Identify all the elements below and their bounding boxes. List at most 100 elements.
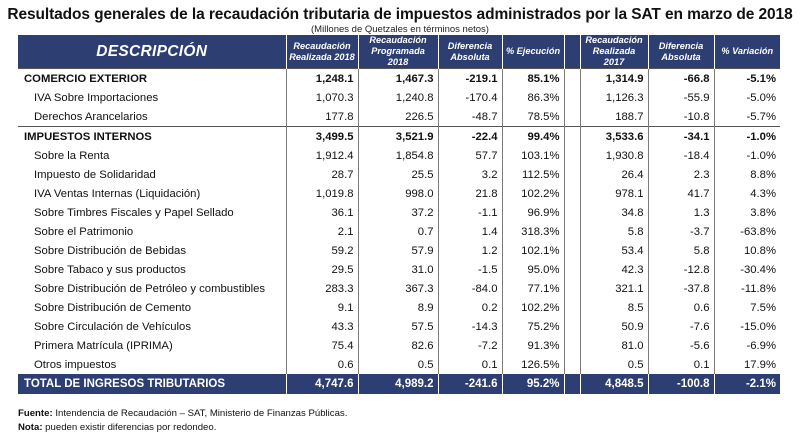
cell-dif2: -100.8	[647, 374, 714, 394]
cell-real2018: 29.5	[285, 260, 358, 279]
cell-real2017: 188.7	[579, 107, 648, 127]
header-programada-2018: Recaudación Programada 2018	[357, 35, 438, 69]
section-row: COMERCIO EXTERIOR 1,248.1 1,467.3 -219.1 85.…	[18, 68, 780, 88]
cell-ejec: 77.1%	[501, 279, 564, 298]
cell-real2018: 1,248.1	[285, 68, 358, 88]
cell-real2017: 8.5	[579, 298, 648, 317]
cell-dif2: -18.4	[647, 146, 714, 165]
header-diferencia-absoluta: Diferencia Absoluta	[437, 35, 502, 69]
table-row: Sobre el Patrimonio 2.1 0.7 1.4 318.3% 5.8 -3.…	[18, 222, 780, 241]
cell-desc: IMPUESTOS INTERNOS	[18, 126, 286, 146]
cell-real2018: 28.7	[285, 165, 358, 184]
spacer-cell	[563, 184, 580, 203]
header-ejecucion: % Ejecución	[501, 35, 564, 69]
cell-var: 8.8%	[713, 165, 780, 184]
cell-ejec: 102.1%	[501, 241, 564, 260]
spacer-cell	[563, 203, 580, 222]
cell-var: -5.1%	[713, 68, 780, 88]
note-label: Nota:	[18, 421, 43, 433]
cell-dif1: -241.6	[437, 374, 502, 394]
cell-prog2018: 8.9	[357, 298, 438, 317]
cell-dif1: -14.3	[437, 317, 502, 336]
cell-var: 7.5%	[713, 298, 780, 317]
cell-dif1: 57.7	[437, 146, 502, 165]
cell-desc: Sobre Distribución de Cemento	[34, 301, 191, 314]
cell-dif1: -170.4	[437, 88, 502, 107]
cell-var: -5.0%	[713, 88, 780, 107]
cell-real2017: 5.8	[579, 222, 648, 241]
cell-real2018: 1,912.4	[285, 146, 358, 165]
spacer-cell	[563, 68, 580, 88]
cell-dif1: -7.2	[437, 336, 502, 355]
cell-real2017: 34.8	[579, 203, 648, 222]
cell-desc: Primera Matrícula (IPRIMA)	[34, 339, 173, 352]
cell-dif2: -7.6	[647, 317, 714, 336]
cell-ejec: 91.3%	[501, 336, 564, 355]
cell-desc: IVA Sobre Importaciones	[34, 91, 159, 104]
cell-dif2: 2.3	[647, 165, 714, 184]
cell-ejec: 103.1%	[501, 146, 564, 165]
table-row: IVA Ventas Internas (Liquidación) 1,019.8…	[18, 184, 780, 203]
cell-prog2018: 3,521.9	[357, 126, 438, 146]
cell-dif2: -37.8	[647, 279, 714, 298]
cell-ejec: 86.3%	[501, 88, 564, 107]
cell-real2017: 50.9	[579, 317, 648, 336]
cell-dif1: 1.2	[437, 241, 502, 260]
cell-real2018: 1,070.3	[285, 88, 358, 107]
cell-real2018: 2.1	[285, 222, 358, 241]
cell-dif2: -12.8	[647, 260, 714, 279]
cell-real2017: 4,848.5	[579, 374, 648, 394]
table-row: Sobre Circulación de Vehículos 43.3 57.5 -1…	[18, 317, 780, 336]
cell-var: -5.7%	[713, 107, 780, 127]
table-row: Sobre Tabaco y sus productos 29.5 31.0 -1.5…	[18, 260, 780, 279]
table-row: Sobre Distribución de Bebidas 59.2 57.9 1.2…	[18, 241, 780, 260]
cell-prog2018: 1,854.8	[357, 146, 438, 165]
cell-real2017: 42.3	[579, 260, 648, 279]
table-row: Sobre Timbres Fiscales y Papel Sellado 36…	[18, 203, 780, 222]
total-row: TOTAL DE INGRESOS TRIBUTARIOS 4,747.6 4,98…	[18, 374, 780, 394]
spacer-cell	[563, 241, 580, 260]
section-row: IMPUESTOS INTERNOS 3,499.5 3,521.9 -22.4 99.…	[18, 126, 780, 146]
cell-real2017: 53.4	[579, 241, 648, 260]
table-row: Sobre la Renta 1,912.4 1,854.8 57.7 103.1% 1,…	[18, 146, 780, 165]
cell-real2017: 81.0	[579, 336, 648, 355]
source-text: Intendencia de Recaudación – SAT, Minist…	[52, 408, 348, 419]
table-row: IVA Sobre Importaciones 1,070.3 1,240.8 -17…	[18, 88, 780, 107]
spacer-cell	[563, 88, 580, 107]
cell-desc: Sobre Distribución de Bebidas	[34, 244, 186, 257]
header-descripcion: DESCRIPCIÓN	[18, 35, 286, 69]
revenue-table: DESCRIPCIÓN Recaudación Realizada 2018 R…	[18, 35, 780, 394]
cell-real2017: 0.5	[579, 355, 648, 374]
header-recaudacion-2018: Recaudación Realizada 2018	[285, 35, 358, 69]
spacer-cell	[563, 222, 580, 241]
cell-ejec: 99.4%	[501, 126, 564, 146]
cell-prog2018: 1,467.3	[357, 68, 438, 88]
cell-real2017: 3,533.6	[579, 126, 648, 146]
cell-real2018: 1,019.8	[285, 184, 358, 203]
cell-real2018: 177.8	[285, 107, 358, 127]
cell-ejec: 112.5%	[501, 165, 564, 184]
cell-prog2018: 25.5	[357, 165, 438, 184]
cell-var: -30.4%	[713, 260, 780, 279]
cell-prog2018: 998.0	[357, 184, 438, 203]
spacer-cell	[563, 279, 580, 298]
spacer-cell	[563, 374, 580, 394]
cell-dif2: -5.6	[647, 336, 714, 355]
cell-dif2: -10.8	[647, 107, 714, 127]
cell-desc: Sobre el Patrimonio	[34, 225, 134, 238]
cell-dif1: 0.1	[437, 355, 502, 374]
cell-prog2018: 0.7	[357, 222, 438, 241]
spacer-cell	[563, 317, 580, 336]
cell-var: -11.8%	[713, 279, 780, 298]
cell-real2017: 1,314.9	[579, 68, 648, 88]
cell-dif2: 0.1	[647, 355, 714, 374]
cell-prog2018: 31.0	[357, 260, 438, 279]
cell-prog2018: 0.5	[357, 355, 438, 374]
cell-real2017: 1,126.3	[579, 88, 648, 107]
cell-dif2: 0.6	[647, 298, 714, 317]
cell-desc: IVA Ventas Internas (Liquidación)	[34, 187, 201, 200]
cell-dif2: -34.1	[647, 126, 714, 146]
cell-dif1: -48.7	[437, 107, 502, 127]
header-diferencia-absoluta-2017: Diferencia Absoluta	[647, 35, 714, 69]
spacer-cell	[563, 355, 580, 374]
